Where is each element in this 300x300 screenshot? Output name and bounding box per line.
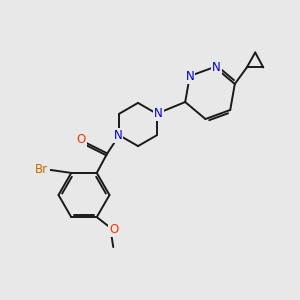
Text: N: N [212, 61, 220, 74]
Text: O: O [76, 133, 86, 146]
Text: N: N [185, 70, 194, 83]
Text: N: N [154, 107, 163, 120]
Text: Br: Br [35, 164, 48, 176]
Text: O: O [109, 223, 119, 236]
Text: N: N [113, 129, 122, 142]
